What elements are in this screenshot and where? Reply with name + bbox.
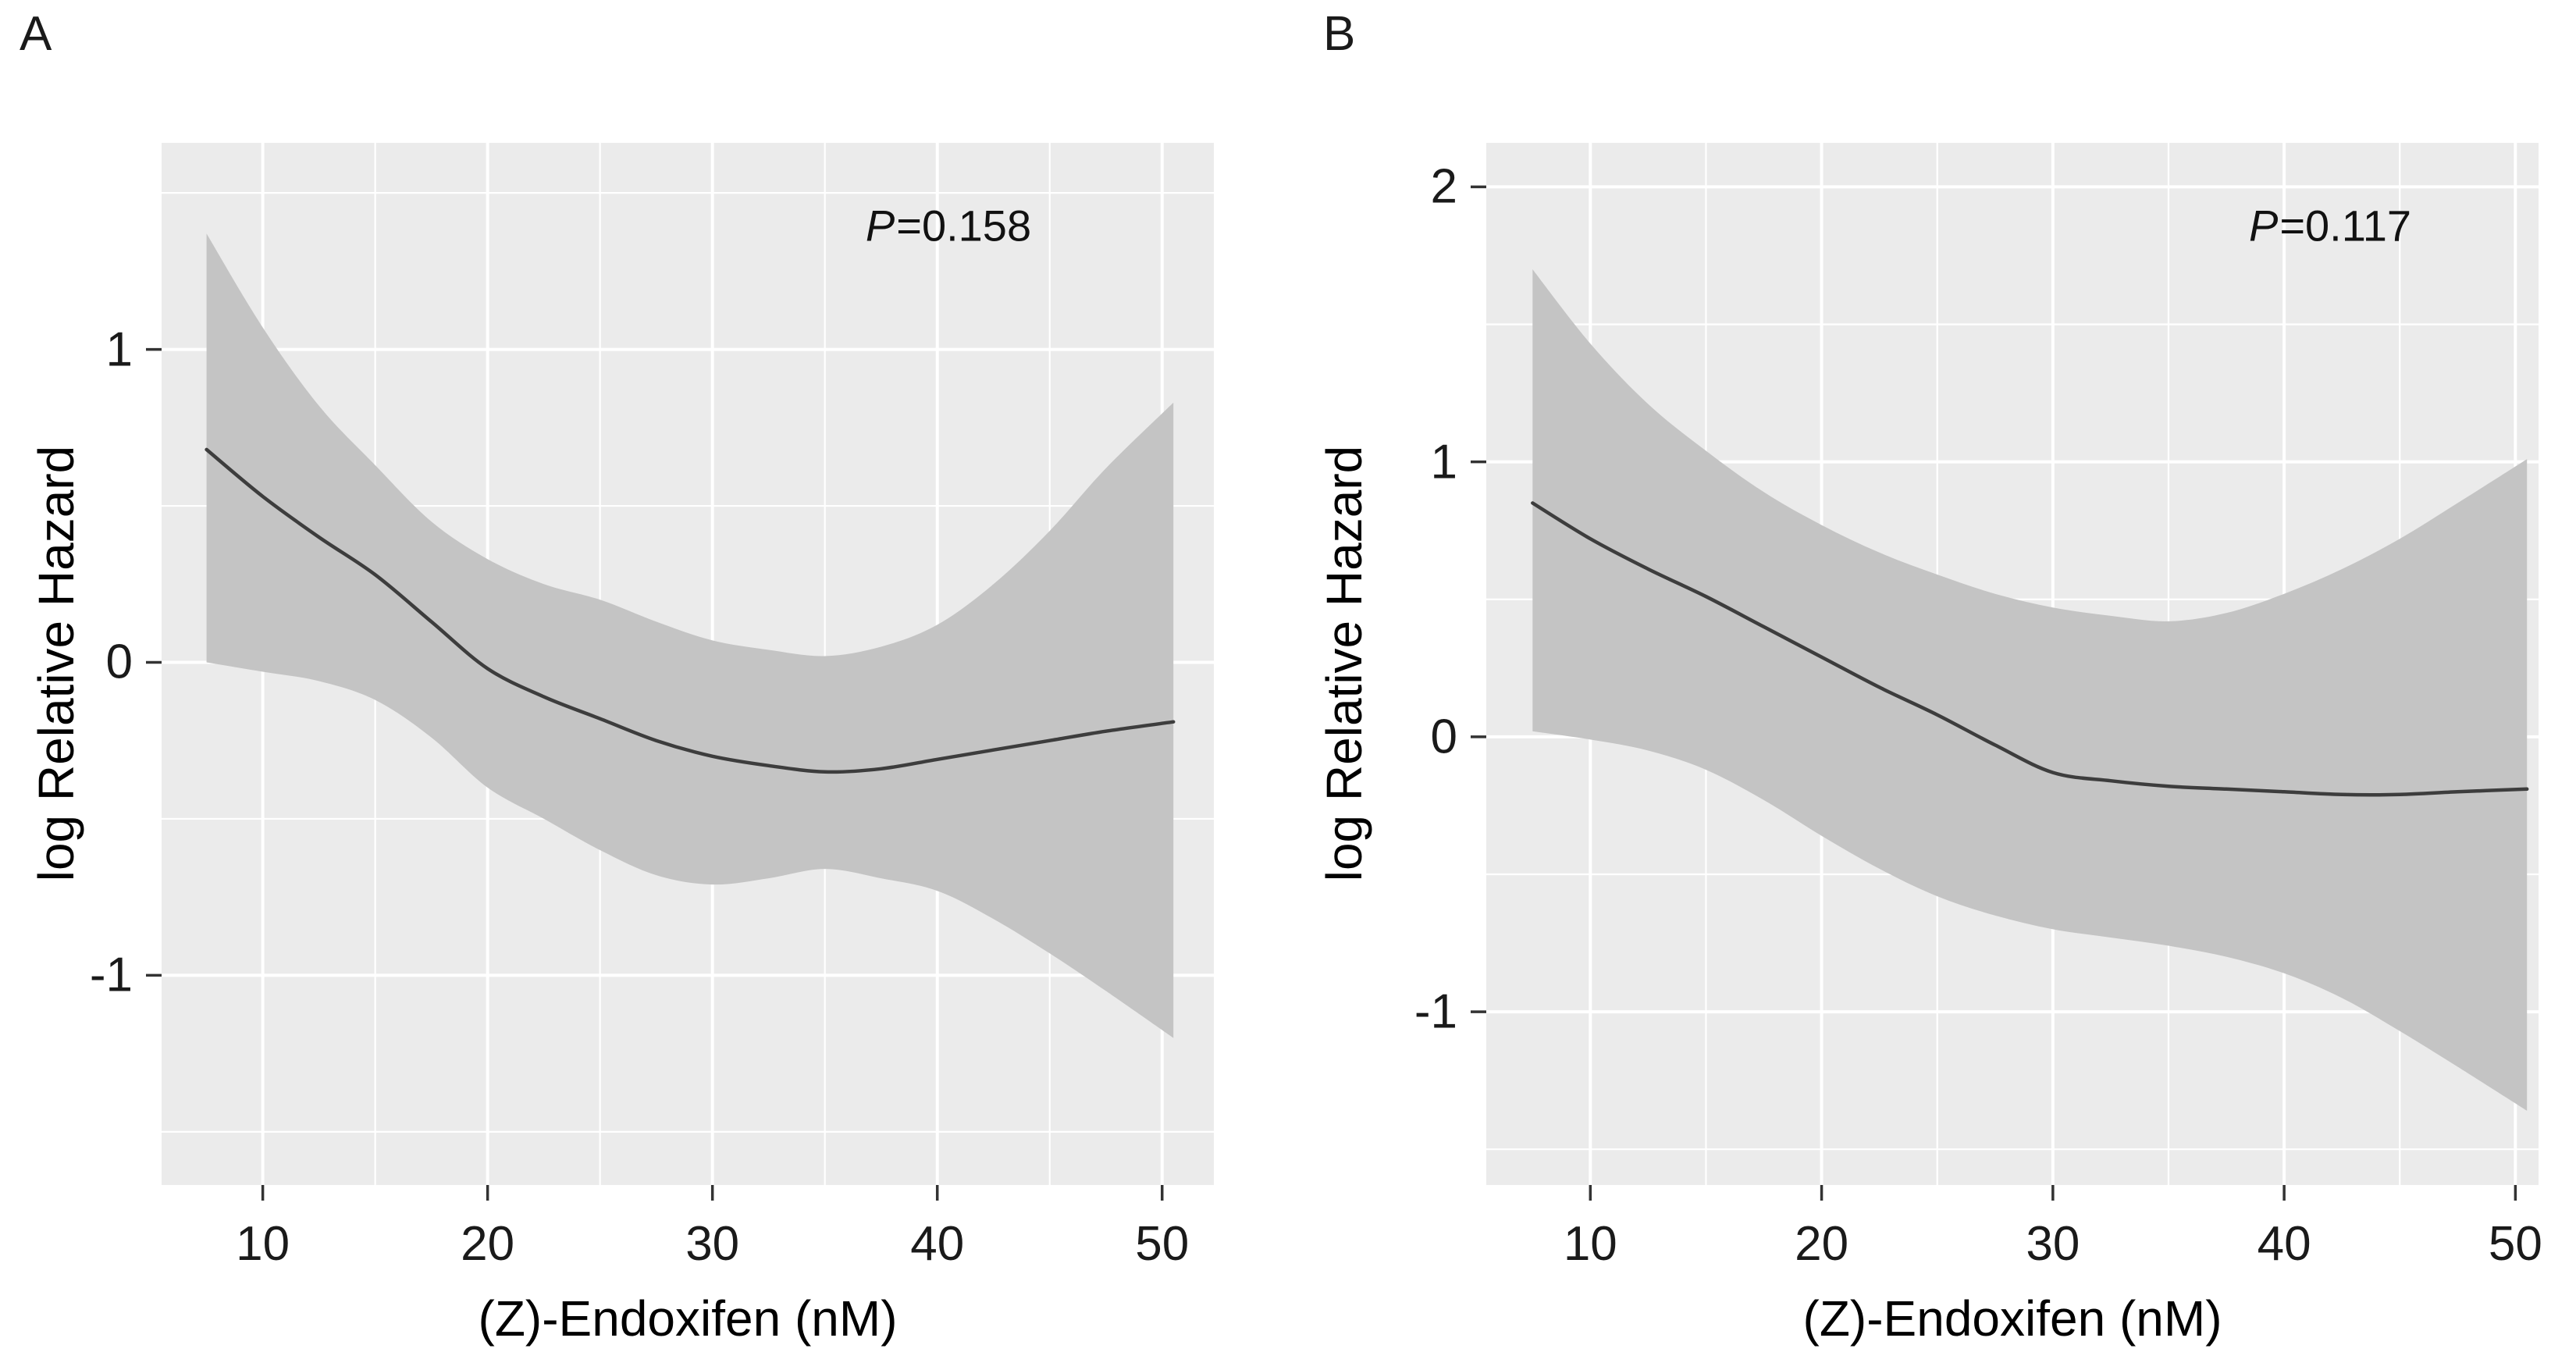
x-tick-label: 10 [1563, 1217, 1617, 1271]
y-tick-label: 0 [1430, 710, 1457, 764]
plot-canvas-b [1471, 143, 2539, 1201]
fit-line [205, 447, 1176, 774]
x-tick-label: 40 [910, 1217, 965, 1271]
x-tick-label: 20 [461, 1217, 515, 1271]
x-axis-title: (Z)-Endoxifen (nM) [478, 1290, 898, 1347]
confidence-band [206, 233, 1174, 1038]
y-tick-label: 0 [105, 635, 133, 689]
y-tick-label: -1 [1414, 984, 1457, 1039]
y-tick-label: 1 [1430, 435, 1457, 489]
p-value: =0.117 [2279, 201, 2412, 251]
x-tick-label: 50 [2488, 1217, 2542, 1271]
p-value-annotation: P=0.158 [866, 201, 1031, 251]
x-tick-label: 30 [2026, 1217, 2080, 1271]
panel-letter-a: A [20, 7, 53, 61]
x-tick-label: 30 [685, 1217, 740, 1271]
p-symbol: P [2248, 201, 2279, 251]
confidence-band [1532, 269, 2528, 1111]
fit-line [1531, 501, 2529, 797]
y-tick-label: -1 [89, 948, 133, 1002]
x-axis-title: (Z)-Endoxifen (nM) [1802, 1290, 2222, 1347]
panel-b: B log Relative Hazard P=0.117 (Z)-Endoxi… [1288, 0, 2576, 1370]
p-symbol: P [865, 201, 895, 251]
x-tick-label: 50 [1135, 1217, 1190, 1271]
y-tick-label: 2 [1430, 159, 1457, 214]
p-value-annotation: P=0.117 [2249, 201, 2411, 251]
panel-a: A log Relative Hazard P=0.158 (Z)-Endoxi… [20, 7, 1214, 1347]
y-tick-label: 1 [105, 322, 133, 377]
x-tick-label: 10 [236, 1217, 290, 1271]
panel-letter-b: B [1323, 7, 1357, 61]
x-tick-label: 20 [1795, 1217, 1849, 1271]
plot-canvas-a [146, 143, 1214, 1201]
p-value: =0.158 [896, 201, 1032, 251]
x-tick-label: 40 [2257, 1217, 2311, 1271]
